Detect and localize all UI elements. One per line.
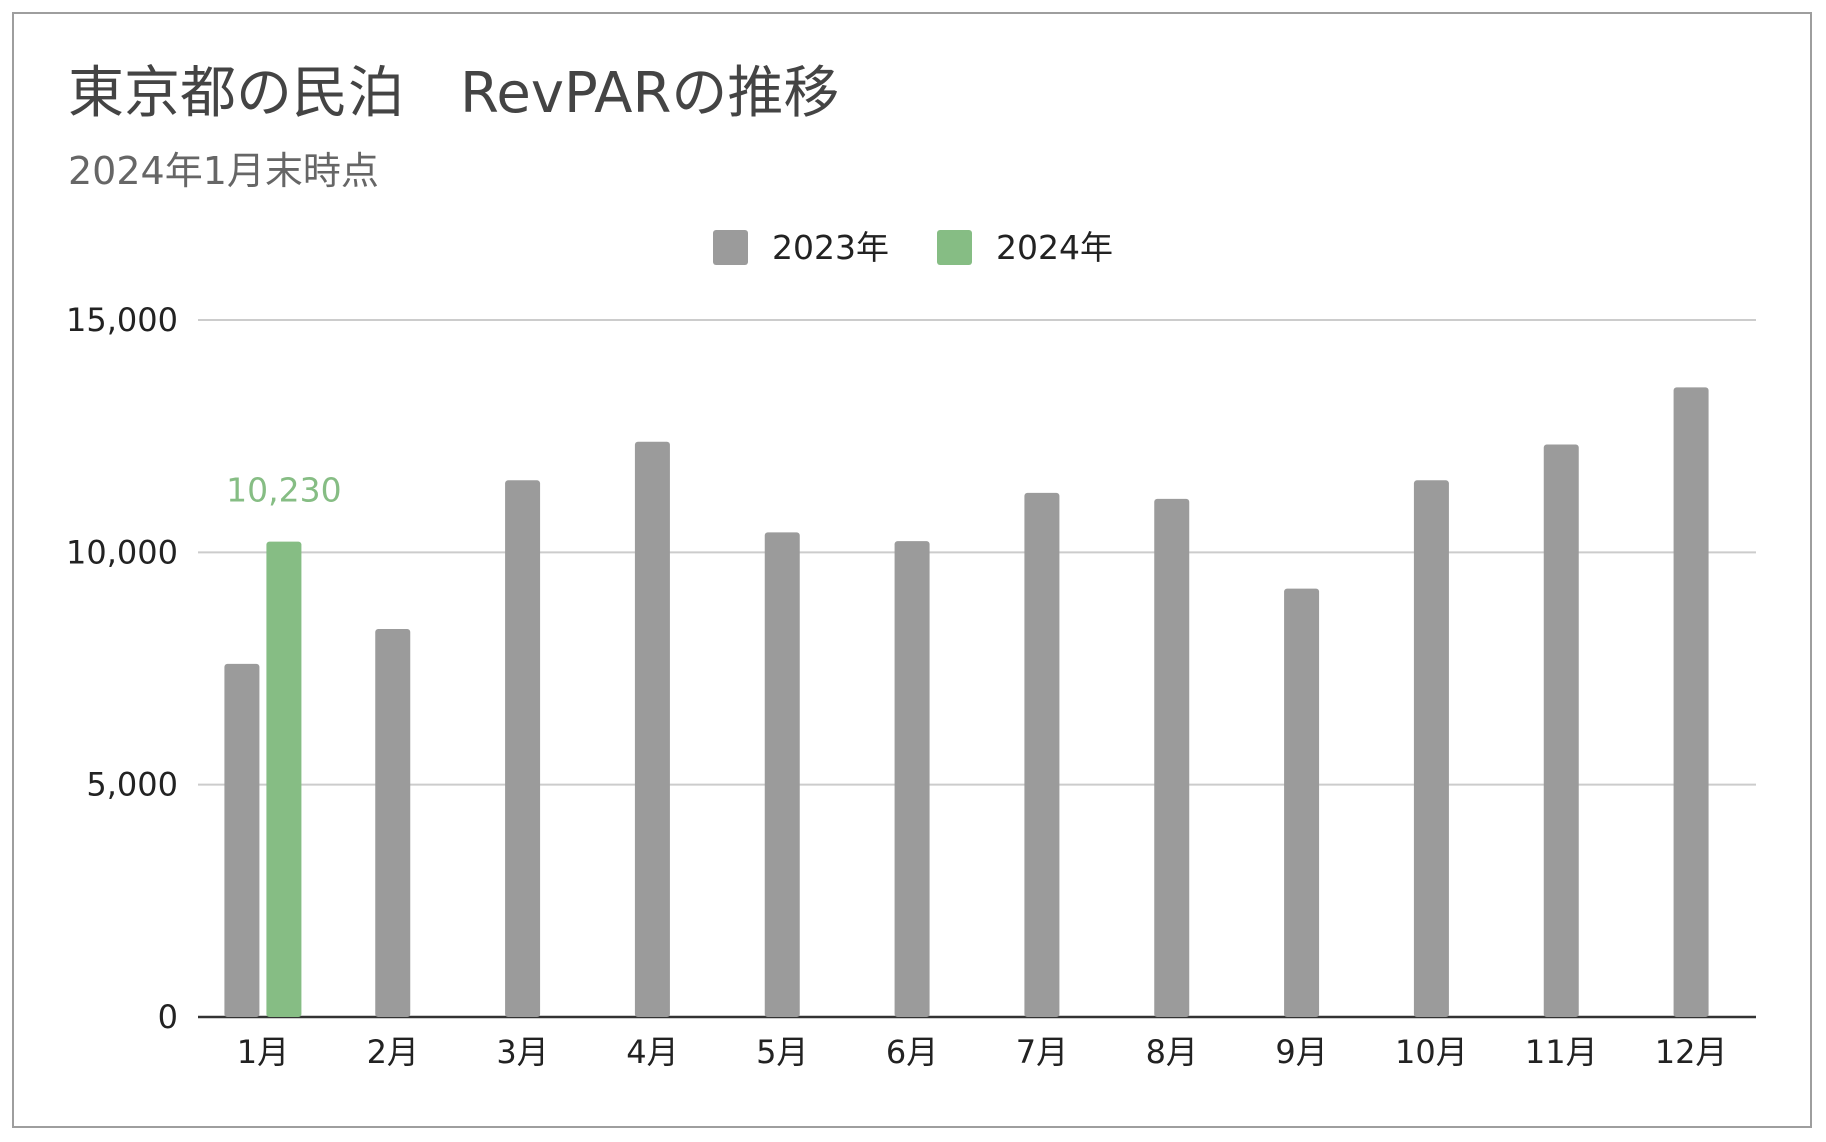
legend-swatch xyxy=(937,230,972,265)
legend-swatch xyxy=(713,230,748,265)
bar-2023-8 xyxy=(1154,498,1190,1017)
y-tick-label: 0 xyxy=(158,998,178,1036)
gridlines xyxy=(198,319,1756,1019)
bar-2024-1 xyxy=(266,541,302,1017)
x-tick-label: 11月 xyxy=(1525,1033,1598,1071)
y-tick-label: 5,000 xyxy=(86,766,178,804)
x-tick-label: 1月 xyxy=(237,1033,289,1071)
x-axis-ticks: 1月 2月 3月 4月 5月 6月 7月 8月 9月 10月 11月 12月 xyxy=(237,1033,1728,1071)
bars xyxy=(224,387,1709,1018)
x-tick-label: 5月 xyxy=(756,1033,808,1071)
x-tick-label: 10月 xyxy=(1395,1033,1468,1071)
x-tick-label: 3月 xyxy=(496,1033,548,1071)
bar-2023-3 xyxy=(505,480,541,1017)
x-tick-label: 7月 xyxy=(1016,1033,1068,1071)
bar-2023-2 xyxy=(375,629,411,1017)
data-labels: 10,230 xyxy=(226,471,341,510)
bar-2023-4 xyxy=(634,441,670,1017)
y-axis-ticks: 0 5,000 10,000 15,000 xyxy=(66,301,178,1036)
x-tick-label: 4月 xyxy=(626,1033,678,1071)
legend-label: 2023年 xyxy=(772,228,889,267)
x-tick-label: 6月 xyxy=(886,1033,938,1071)
bar-2023-6 xyxy=(894,541,930,1017)
y-tick-label: 10,000 xyxy=(66,533,178,571)
x-tick-label: 8月 xyxy=(1146,1033,1198,1071)
legend-label: 2024年 xyxy=(996,228,1113,267)
legend: 2023年 2024年 xyxy=(713,228,1113,267)
x-tick-label: 12月 xyxy=(1655,1033,1728,1071)
y-tick-label: 15,000 xyxy=(66,301,178,339)
x-tick-label: 9月 xyxy=(1275,1033,1327,1071)
bar-2023-12 xyxy=(1673,387,1709,1017)
bar-2023-9 xyxy=(1284,588,1320,1017)
bar-2023-10 xyxy=(1413,480,1449,1017)
x-tick-label: 2月 xyxy=(367,1033,419,1071)
bar-2023-5 xyxy=(764,532,800,1017)
bar-2023-7 xyxy=(1024,492,1060,1018)
data-label: 10,230 xyxy=(226,471,341,510)
bar-2023-1 xyxy=(224,663,260,1017)
chart-title: 東京都の民泊 RevPARの推移 xyxy=(68,61,839,126)
bar-2023-11 xyxy=(1543,444,1579,1018)
chart-subtitle: 2024年1月末時点 xyxy=(68,149,379,193)
